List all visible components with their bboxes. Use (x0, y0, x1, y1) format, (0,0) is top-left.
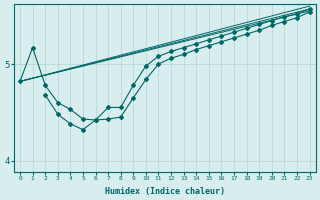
X-axis label: Humidex (Indice chaleur): Humidex (Indice chaleur) (105, 187, 225, 196)
